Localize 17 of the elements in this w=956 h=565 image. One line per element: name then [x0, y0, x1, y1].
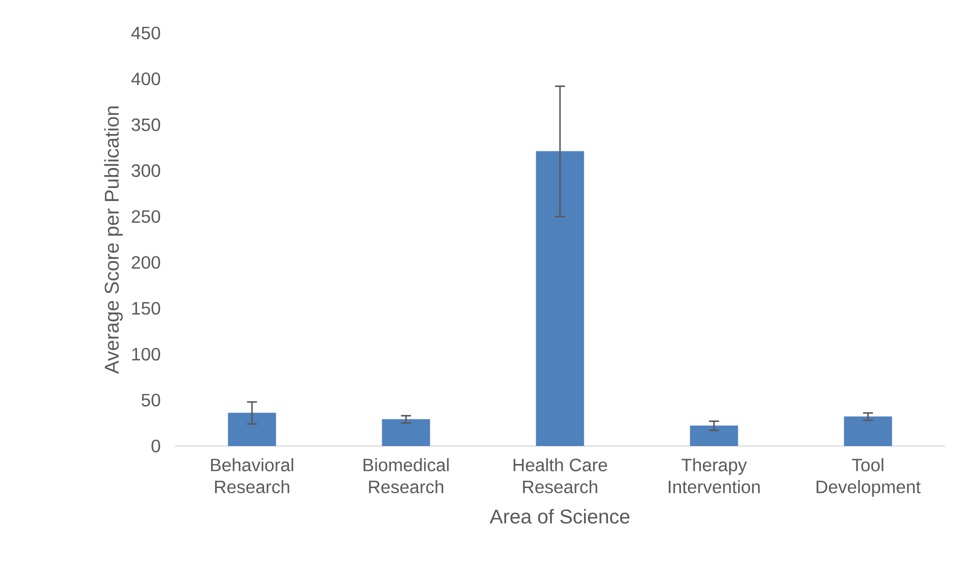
x-tick-label: Health Care Research [514, 458, 608, 494]
y-tick-label: 400 [131, 72, 160, 86]
x-axis-title: Area of Science [490, 508, 630, 524]
x-tick-label: Tool Development [816, 458, 921, 497]
y-tick-label: 200 [132, 256, 160, 269]
x-tick-label: Biomedical Research [364, 458, 449, 494]
x-tick-label: Behavioral Research [211, 458, 294, 494]
y-tick-label: 50 [142, 394, 160, 406]
y-tick-label: 450 [131, 26, 160, 40]
x-tick-label: Therapy Intervention [668, 458, 760, 494]
y-axis-title: Average Score per Publication [104, 106, 123, 374]
y-tick-label: 100 [132, 348, 160, 361]
y-tick-label: 0 [152, 440, 160, 452]
y-tick-label: 300 [132, 164, 160, 178]
y-tick-label: 350 [132, 118, 160, 132]
y-tick-label: 250 [132, 210, 160, 223]
y-tick-label: 150 [132, 302, 160, 315]
